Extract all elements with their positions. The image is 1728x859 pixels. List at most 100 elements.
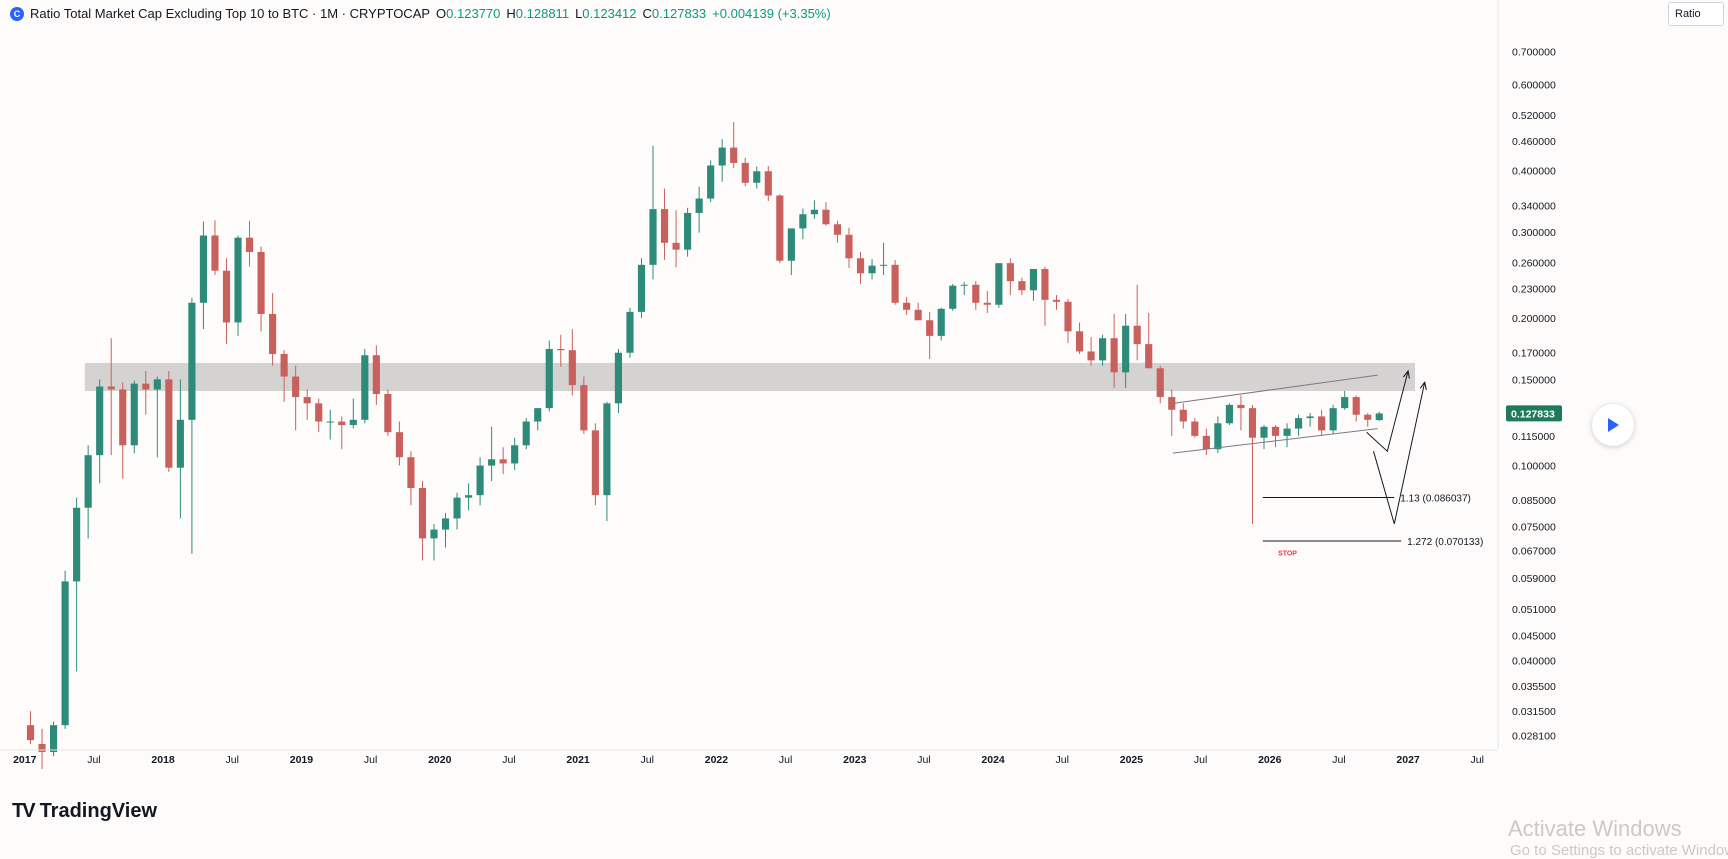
candle-body xyxy=(603,403,611,496)
candle xyxy=(1248,404,1257,524)
candle-body xyxy=(718,147,726,166)
candle xyxy=(211,220,219,275)
projection-path xyxy=(1373,382,1425,525)
candle-body xyxy=(1099,338,1107,361)
candle-body xyxy=(753,171,761,183)
candle-body xyxy=(972,284,980,303)
candle xyxy=(142,370,150,415)
candle xyxy=(73,497,81,672)
candle-body xyxy=(395,432,403,458)
candle-body xyxy=(626,311,634,353)
candle xyxy=(672,210,680,268)
candle-body xyxy=(269,313,277,354)
price-tick-label: 0.520000 xyxy=(1512,110,1556,122)
candle-body xyxy=(949,285,957,309)
trend-drawings: 1.13 (0.086037) 1.272 (0.070133) STOP xyxy=(1172,371,1483,557)
candle xyxy=(1306,413,1314,427)
time-tick-label: Jul xyxy=(1471,754,1484,766)
candle-body xyxy=(545,348,553,409)
current-price-tag xyxy=(1506,405,1562,422)
candle xyxy=(626,307,634,358)
candle xyxy=(1006,258,1014,296)
support-resistance-zone xyxy=(84,362,1415,391)
candle xyxy=(441,513,450,548)
play-icon[interactable] xyxy=(1592,404,1634,446)
candle-body xyxy=(995,263,1003,305)
candle xyxy=(349,398,357,429)
candle xyxy=(1168,389,1176,436)
candle xyxy=(176,379,184,519)
candle-body xyxy=(176,419,184,468)
candle-body xyxy=(637,264,646,312)
candle-body xyxy=(672,242,680,250)
time-tick-label: 2021 xyxy=(566,754,590,766)
candle-body xyxy=(522,421,530,446)
symbol-title[interactable]: Ratio Total Market Cap Excluding Top 10 … xyxy=(30,6,431,21)
price-scale-mode[interactable]: Ratio xyxy=(1668,2,1724,26)
candle xyxy=(707,160,715,203)
candle xyxy=(1341,390,1349,410)
candle xyxy=(799,208,807,240)
candle xyxy=(153,376,161,458)
ohlc-high: H0.128811 xyxy=(506,6,570,21)
candle-body xyxy=(568,350,576,386)
candle xyxy=(418,480,427,561)
price-tick-label: 0.700000 xyxy=(1512,47,1556,59)
candle xyxy=(326,409,334,440)
candle xyxy=(1179,403,1187,429)
tradingview-logo[interactable]: TV TradingView xyxy=(12,800,157,823)
candle xyxy=(568,329,576,396)
time-tick-label: Jul xyxy=(364,754,377,766)
candle-body xyxy=(1052,299,1061,302)
candle-body xyxy=(441,518,450,530)
candle-body xyxy=(1248,408,1257,438)
candle-body xyxy=(1306,416,1314,419)
candle xyxy=(614,348,623,414)
time-tick-label: 2027 xyxy=(1396,754,1420,766)
candle-body xyxy=(119,389,127,446)
candle xyxy=(1214,416,1222,454)
candle xyxy=(476,457,484,506)
candle-body xyxy=(280,353,288,377)
candle-body xyxy=(695,198,703,213)
candle xyxy=(949,283,957,311)
candle-body xyxy=(787,228,795,261)
time-tick-label: 2018 xyxy=(151,754,175,766)
candle xyxy=(234,235,242,336)
candle xyxy=(26,711,35,745)
candle xyxy=(1237,395,1245,431)
candle-body xyxy=(960,284,968,286)
candle xyxy=(649,145,657,280)
candle-body xyxy=(245,237,254,252)
candle-body xyxy=(1318,416,1326,431)
candle xyxy=(453,492,461,530)
candle-body xyxy=(557,348,565,351)
candle xyxy=(119,382,127,479)
candle-body xyxy=(776,195,784,261)
candle xyxy=(660,188,669,260)
time-tick-label: 2017 xyxy=(13,754,37,766)
candle xyxy=(165,370,173,473)
price-tick-label: 0.100000 xyxy=(1512,461,1556,473)
candle xyxy=(926,311,934,360)
candle-body xyxy=(614,352,623,404)
price-tick-label: 0.028100 xyxy=(1512,731,1556,743)
candle-body xyxy=(1018,281,1026,291)
candle xyxy=(1064,298,1072,343)
time-tick-label: 2020 xyxy=(428,754,452,766)
candle xyxy=(810,200,818,219)
candle-body xyxy=(764,171,772,196)
candle xyxy=(280,350,288,402)
candle xyxy=(430,523,438,561)
candle-body xyxy=(868,265,876,274)
candle-body xyxy=(903,302,911,310)
candle-body xyxy=(165,379,173,468)
candle-body xyxy=(430,529,438,539)
candle xyxy=(1029,269,1038,301)
candle-body xyxy=(384,394,392,433)
candle xyxy=(1329,404,1337,435)
candle-body xyxy=(188,302,196,420)
candle xyxy=(61,570,69,729)
candle xyxy=(534,408,542,431)
